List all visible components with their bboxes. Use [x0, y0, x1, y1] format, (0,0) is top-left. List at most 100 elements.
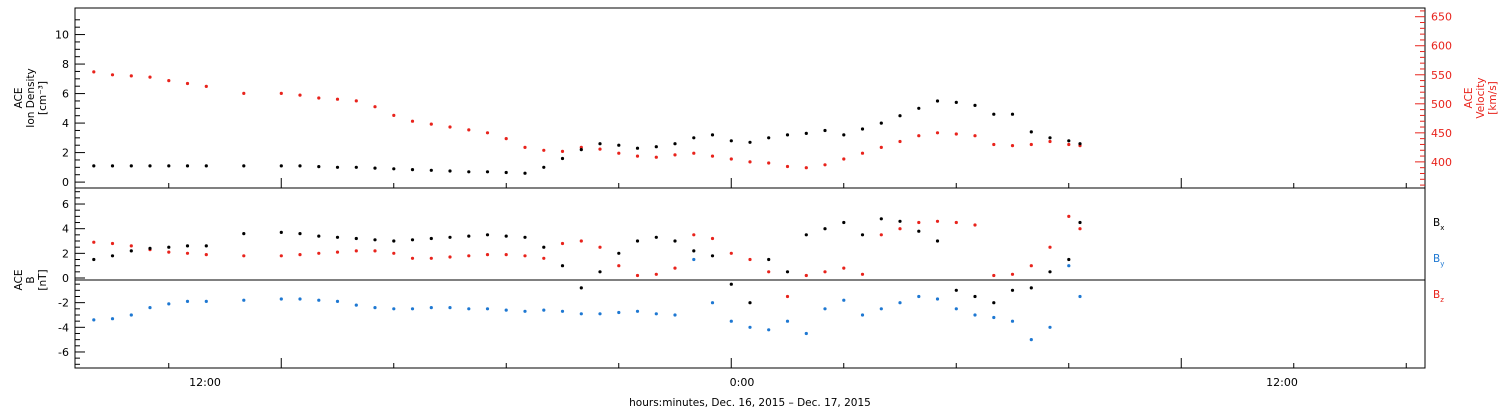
ion-density-point: [692, 136, 696, 140]
bx-point: [129, 249, 133, 253]
bz-point: [635, 273, 640, 278]
ion-density-point: [317, 165, 321, 169]
bz-point: [823, 270, 827, 274]
bz-point: [748, 257, 752, 262]
bz-point: [692, 233, 696, 237]
bz-point: [298, 253, 302, 257]
x-tick-label-1200-dec16: 12:00: [189, 376, 221, 389]
by-point: [373, 306, 377, 310]
velocity-point: [1067, 142, 1071, 147]
bx-point: [485, 233, 490, 237]
density-tick-label: 2: [62, 147, 69, 160]
by-point: [298, 297, 302, 301]
ion-density-point: [1067, 139, 1071, 143]
ion-density-point: [542, 165, 546, 169]
b-tick-label: 0: [62, 272, 69, 285]
bz-point: [598, 245, 602, 249]
ion-density-point: [579, 148, 583, 152]
by-point: [429, 306, 433, 310]
velocity-point: [917, 134, 921, 138]
velocity-point: [523, 145, 527, 149]
by-point: [129, 313, 133, 317]
bz-point: [710, 236, 715, 241]
ion-density-point: [167, 164, 171, 168]
by-point: [579, 312, 583, 316]
ion-density-point: [110, 164, 115, 168]
by-point: [204, 299, 208, 303]
bx-point: [860, 233, 865, 237]
bz-point: [242, 254, 246, 258]
bx-point: [935, 239, 940, 243]
velocity-point: [317, 96, 321, 100]
by-point: [635, 309, 640, 313]
ion-density-point: [392, 167, 396, 171]
by-point: [354, 303, 358, 307]
velocity-point: [992, 142, 996, 147]
ion-density-point: [204, 164, 208, 168]
bx-point: [317, 234, 321, 238]
bz-point: [354, 249, 358, 253]
bx-point: [767, 257, 771, 262]
bz-point: [785, 294, 790, 299]
bz-point: [579, 239, 583, 243]
ion-density-point: [973, 103, 977, 107]
ion-density-point: [804, 131, 808, 135]
ion-density-point: [673, 142, 677, 146]
b-tick-label: -4: [58, 321, 69, 334]
velocity-point: [879, 145, 883, 149]
ion-density-point: [504, 170, 508, 175]
ion-density-point: [617, 143, 621, 147]
ion-density-point: [373, 166, 377, 170]
bz-point: [279, 254, 283, 258]
ion-density-point: [598, 142, 602, 146]
ion-density-point: [335, 165, 340, 169]
ion-density-point: [729, 139, 733, 143]
bz-point: [1048, 245, 1052, 249]
velocity-point: [954, 132, 958, 136]
velocity-tick-label: 500: [1431, 98, 1452, 111]
bz-point: [523, 254, 527, 258]
bx-point: [410, 238, 415, 242]
density-ylabel-line1: ACE: [13, 88, 25, 109]
velocity-point: [448, 125, 452, 129]
bz-point: [410, 256, 415, 260]
ion-density-point: [129, 164, 133, 168]
by-point: [523, 309, 527, 313]
velocity-point: [635, 154, 640, 158]
ion-density-point: [654, 145, 658, 149]
bz-point: [673, 266, 677, 270]
bz-series: [92, 214, 1082, 299]
bz-point: [335, 250, 340, 254]
bx-point: [692, 249, 696, 253]
bx-point: [579, 286, 583, 290]
by-point: [92, 318, 96, 322]
bottom-panel-frame: [74, 187, 1426, 369]
by-point: [598, 312, 602, 316]
legend: Bx By Bz: [1433, 217, 1444, 304]
bx-point: [354, 236, 358, 241]
velocity-point: [185, 81, 190, 86]
bx-point: [673, 239, 677, 243]
velocity-point: [279, 91, 283, 95]
ion-density-point: [467, 170, 471, 174]
bx-series: [92, 217, 1082, 305]
by-point: [860, 313, 865, 317]
ion-density-point: [523, 171, 527, 175]
bx-point: [373, 238, 377, 242]
velocity-point: [823, 163, 827, 167]
velocity-point: [767, 161, 771, 165]
ion-density-point: [1029, 130, 1033, 134]
bx-point: [1067, 257, 1071, 262]
velocity-point: [748, 160, 752, 164]
velocity-tick-label: 450: [1431, 127, 1452, 140]
bz-point: [110, 241, 115, 246]
bz-point: [317, 251, 321, 255]
bz-point: [879, 233, 883, 237]
velocity-ylabel-line3: [km/s]: [1487, 81, 1499, 115]
bx-point: [879, 217, 883, 221]
by-point: [485, 307, 490, 311]
ion-density-point: [954, 100, 958, 104]
velocity-point: [617, 151, 621, 155]
velocity-point: [842, 157, 846, 161]
ion-density-point: [785, 133, 790, 137]
